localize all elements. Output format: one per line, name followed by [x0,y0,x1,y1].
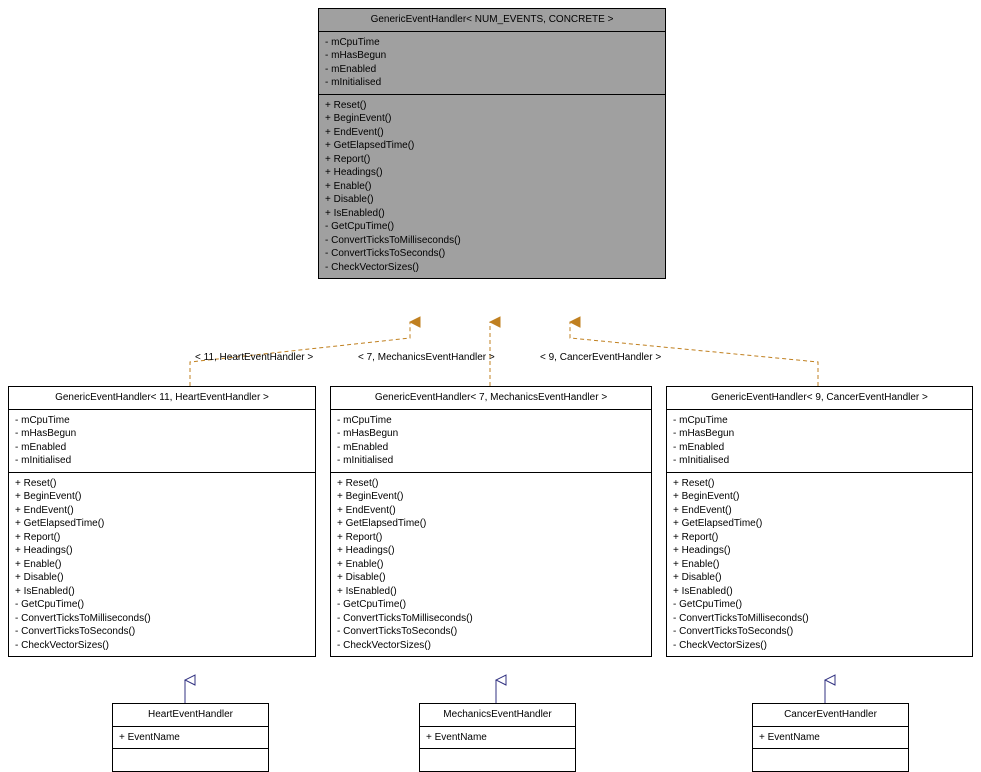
class-fields: + EventName [113,727,268,750]
class-title: GenericEventHandler< 9, CancerEventHandl… [667,387,972,410]
class-fields: + EventName [420,727,575,750]
class-fields: - mCpuTime- mHasBegun- mEnabled- mInitia… [319,32,665,95]
class-fields: - mCpuTime- mHasBegun- mEnabled- mInitia… [667,410,972,473]
class-generic-mechanics[interactable]: GenericEventHandler< 7, MechanicsEventHa… [330,386,652,657]
class-title: GenericEventHandler< 7, MechanicsEventHa… [331,387,651,410]
class-generic-top[interactable]: GenericEventHandler< NUM_EVENTS, CONCRET… [318,8,666,279]
class-cancer-event-handler[interactable]: CancerEventHandler + EventName [752,703,909,772]
class-methods-empty [420,749,575,771]
class-mechanics-event-handler[interactable]: MechanicsEventHandler + EventName [419,703,576,772]
class-methods: + Reset()+ BeginEvent()+ EndEvent()+ Get… [667,473,972,657]
class-title: CancerEventHandler [753,704,908,727]
edge-label-center: < 7, MechanicsEventHandler > [358,352,495,363]
class-title: MechanicsEventHandler [420,704,575,727]
edge-label-left: < 11, HeartEventHandler > [195,352,313,363]
class-methods: + Reset()+ BeginEvent()+ EndEvent()+ Get… [331,473,651,657]
class-generic-heart[interactable]: GenericEventHandler< 11, HeartEventHandl… [8,386,316,657]
class-methods: + Reset()+ BeginEvent()+ EndEvent()+ Get… [319,95,665,279]
class-fields: - mCpuTime- mHasBegun- mEnabled- mInitia… [9,410,315,473]
class-fields: - mCpuTime- mHasBegun- mEnabled- mInitia… [331,410,651,473]
class-fields: + EventName [753,727,908,750]
class-title: HeartEventHandler [113,704,268,727]
class-methods: + Reset()+ BeginEvent()+ EndEvent()+ Get… [9,473,315,657]
class-methods-empty [113,749,268,771]
class-title: GenericEventHandler< 11, HeartEventHandl… [9,387,315,410]
class-heart-event-handler[interactable]: HeartEventHandler + EventName [112,703,269,772]
class-title: GenericEventHandler< NUM_EVENTS, CONCRET… [319,9,665,32]
class-generic-cancer[interactable]: GenericEventHandler< 9, CancerEventHandl… [666,386,973,657]
class-methods-empty [753,749,908,771]
edge-label-right: < 9, CancerEventHandler > [540,352,661,363]
